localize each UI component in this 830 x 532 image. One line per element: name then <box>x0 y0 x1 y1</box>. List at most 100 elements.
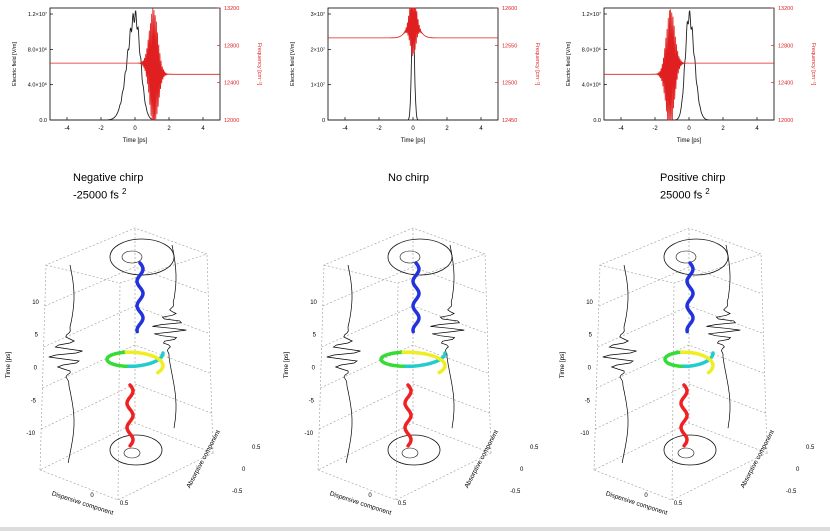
absorptive-axis-label: Absorptive component <box>739 429 776 490</box>
y2-tick-label: 12400 <box>224 81 239 87</box>
trajectory-loop-yellow <box>124 350 165 375</box>
z-tick-label: -10 <box>304 431 313 437</box>
box-floor <box>39 422 214 501</box>
absorptive-axis-label: Absorptive component <box>185 429 222 490</box>
box-edge <box>760 253 768 454</box>
y2-tick-label: 12800 <box>778 43 793 49</box>
trajectory-early-segment <box>685 261 695 334</box>
y-tick-label: 4.0×10⁶ <box>582 82 601 89</box>
y2-tick-label: 12550 <box>502 43 517 49</box>
y-tick-label: 8.0×10⁶ <box>28 46 47 53</box>
y2-tick-label: 12400 <box>778 81 793 87</box>
dispersive-tick-label: 0 <box>90 493 94 499</box>
absorptive-tick-label: 0 <box>520 467 524 473</box>
y2-axis-label: Frequency [cm⁻¹] <box>810 43 816 86</box>
field-frequency-chart: -4 -2 0 2 4 Time [ps] 0.0 4.0×10⁶ 8.0×10⁶ 1.2×10⁷… <box>12 6 262 144</box>
z-tick-label: 0 <box>588 366 592 372</box>
y-tick-label: 0.0 <box>39 118 47 124</box>
y-axis-label: Electric field [V/m] <box>566 42 572 86</box>
x-tick-label: 2 <box>445 126 449 132</box>
x-axis-label: Time [ps] <box>677 138 702 144</box>
z-tick-label: -10 <box>26 431 35 437</box>
absorptive-tick-label: 0 <box>242 467 246 473</box>
top-spiral-projection <box>675 250 697 264</box>
box-grid-line <box>597 305 764 348</box>
z-tick-label: 0 <box>312 366 316 372</box>
caption-positive-chirp: Positive chirp 25000 fs 2 <box>660 172 725 203</box>
dispersive-tick-label: 0.5 <box>674 501 683 507</box>
electric-field-curve <box>50 10 220 121</box>
z-tick-label: -5 <box>585 398 591 404</box>
y2-tick-label: 12000 <box>224 118 239 124</box>
y-axis-label: Electric field [V/m] <box>12 42 18 86</box>
trajectory-3d-plot: 10 5 0 -5 -10 Time [ps] Dispersive component Ab… <box>5 227 261 517</box>
absorptive-tick-label: -0.5 <box>786 489 797 495</box>
trajectory-loop-cyan <box>124 351 165 369</box>
box-edge <box>317 264 325 471</box>
z-axis-label: Time [ps] <box>5 352 12 379</box>
trajectory-3d-positive-chirp: 10 5 0 -5 -10 Time [ps] Dispersive component Ab… <box>554 205 830 532</box>
z-tick-label: -5 <box>31 398 37 404</box>
y-tick-label: 1.2×10⁷ <box>28 11 47 18</box>
dispersive-axis-label: Dispersive component <box>329 490 393 517</box>
trajectory-3d-no-chirp: 10 5 0 -5 -10 Time [ps] Dispersive component Ab… <box>278 205 554 532</box>
y2-tick-label: 12600 <box>502 6 517 12</box>
x-tick-label: -4 <box>64 126 70 132</box>
absorptive-axis-label: Absorptive component <box>463 429 500 490</box>
box-ceiling <box>45 227 208 284</box>
absorptive-tick-label: 0.5 <box>252 445 261 451</box>
absorptive-tick-label: 0.5 <box>530 445 539 451</box>
horizontal-scrollbar[interactable] <box>0 527 830 531</box>
trajectory-late-segment <box>403 383 413 448</box>
z-tick-label: 5 <box>313 333 317 339</box>
x-axis-label: Time [ps] <box>123 138 148 144</box>
trajectory-3d-negative-chirp: 10 5 0 -5 -10 Time [ps] Dispersive component Ab… <box>0 205 276 532</box>
z-tick-label: 5 <box>35 333 39 339</box>
y-tick-label: 8.0×10⁶ <box>582 46 601 53</box>
box-grid-line <box>598 266 763 307</box>
side-projection <box>48 264 83 464</box>
dispersive-tick-label: 0 <box>368 493 372 499</box>
z-axis-label: Time [ps] <box>283 352 290 379</box>
x-tick-label: -4 <box>618 126 624 132</box>
bottom-spiral-projection <box>123 447 141 459</box>
top-spiral-projection <box>399 250 421 264</box>
field-plot-no-chirp: -4 -2 0 2 4 Time [ps] 0 1×10⁷ 2×10⁷ 3×10⁷ Electric… <box>278 0 554 155</box>
x-tick-label: 0 <box>687 126 691 132</box>
caption-chirp-value: 25000 fs 2 <box>660 187 710 202</box>
side-projection <box>602 264 637 464</box>
trajectory-loop-cyan <box>400 351 447 369</box>
x-tick-label: 2 <box>167 126 171 132</box>
y-tick-label: 3×10⁷ <box>311 11 325 18</box>
box-ceiling <box>323 227 486 284</box>
y-axis-label: Electric field [V/m] <box>290 42 296 86</box>
dispersive-tick-label: 0.5 <box>120 501 129 507</box>
dispersive-tick-label: 0.5 <box>398 501 407 507</box>
box-edge <box>206 253 214 454</box>
absorptive-tick-label: -0.5 <box>232 489 243 495</box>
electric-field-curve <box>604 10 774 121</box>
field-frequency-chart: -4 -2 0 2 4 Time [ps] 0.0 4.0×10⁶ 8.0×10⁶ 1.2×10⁷… <box>566 6 816 144</box>
y-tick-label: 4.0×10⁶ <box>28 82 47 89</box>
back-projection <box>430 244 465 429</box>
box-edge <box>484 253 492 454</box>
box-grid-line <box>44 266 209 307</box>
y2-tick-label: 12000 <box>778 118 793 124</box>
y-tick-label: 1.2×10⁷ <box>582 11 601 18</box>
box-edge <box>39 264 47 471</box>
z-tick-label: 5 <box>589 333 593 339</box>
bottom-spiral-projection <box>677 447 695 459</box>
x-tick-label: 0 <box>411 126 415 132</box>
trajectory-early-segment <box>135 261 145 334</box>
x-axis-label: Time [ps] <box>401 138 426 144</box>
plot-frame <box>49 7 221 121</box>
bottom-circle-projection <box>387 434 441 466</box>
z-tick-label: 10 <box>310 300 317 306</box>
bottom-spiral-projection <box>401 447 419 459</box>
z-tick-label: 10 <box>586 300 593 306</box>
x-tick-label: -2 <box>98 126 104 132</box>
absorptive-tick-label: 0 <box>796 467 800 473</box>
box-floor <box>593 422 768 501</box>
top-circle-projection <box>387 238 453 276</box>
frequency-curve <box>328 7 498 57</box>
